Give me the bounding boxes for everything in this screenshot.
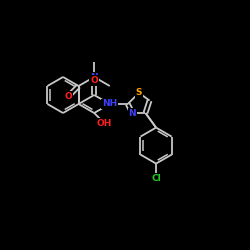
Text: OH: OH [97,119,112,128]
Text: NH: NH [102,100,118,108]
Text: Cl: Cl [151,174,161,184]
Text: N: N [90,72,98,82]
Text: O: O [90,76,98,85]
Text: S: S [136,88,142,97]
Text: O: O [64,92,72,101]
Text: N: N [128,108,136,118]
